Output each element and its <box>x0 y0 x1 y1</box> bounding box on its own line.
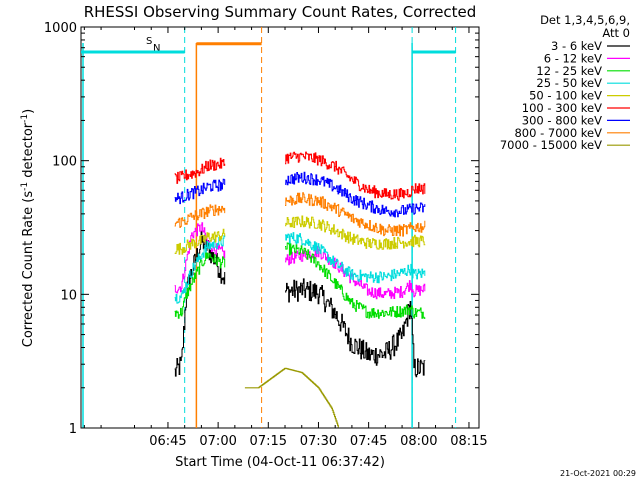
x-tick-label-2: 07:15 <box>250 434 287 449</box>
series-trace-2-seg-0 <box>174 252 226 319</box>
series-trace-6-seg-1 <box>285 171 426 218</box>
series-trace-0-seg-0 <box>174 230 226 377</box>
series-trace-3-seg-0 <box>174 235 226 304</box>
x-tick-label-4: 07:45 <box>350 434 387 449</box>
y-label-sup-1: -1 <box>20 182 30 191</box>
x-tick-label-5: 08:00 <box>400 434 437 449</box>
series-trace-4-seg-0 <box>174 228 226 255</box>
y-tick-label-0: 1 <box>69 422 77 437</box>
series-trace-7-seg-0 <box>174 204 226 228</box>
series-trace-5-seg-0 <box>174 157 226 184</box>
series-trace-1-seg-0 <box>174 222 226 294</box>
y-label-sup-2: -1 <box>20 114 30 123</box>
legend-label-2: 12 - 25 keV <box>536 64 602 78</box>
x-tick-label-1: 07:00 <box>199 434 236 449</box>
legend-label-8: 7000 - 15000 keV <box>500 138 602 152</box>
legend-label-3: 25 - 50 keV <box>536 76 602 90</box>
legend-label-1: 6 - 12 keV <box>544 51 602 65</box>
plot-frame <box>80 26 480 429</box>
x-tick-label-3: 07:30 <box>300 434 337 449</box>
x-tick-label-0: 06:45 <box>149 434 186 449</box>
series-trace-3-seg-1 <box>285 232 426 284</box>
y-label-part-3: ) <box>21 109 36 114</box>
y-label-part-1: Corrected Count Rate (s <box>21 191 36 348</box>
x-tick-label-6: 08:15 <box>450 434 487 449</box>
x-tick-layer: 06:45 07:00 07:15 07:30 07:45 08:00 08:15 <box>83 27 488 449</box>
legend-label-0: 3 - 6 keV <box>551 39 602 53</box>
chart-title: RHESSI Observing Summary Count Rates, Co… <box>84 3 477 21</box>
series-trace-5-seg-1 <box>285 151 426 201</box>
legend-label-4: 50 - 100 keV <box>529 89 602 103</box>
series-trace-7-seg-1 <box>285 192 426 237</box>
y-label-part-2: detector <box>21 122 36 182</box>
x-axis-label: Start Time (04-Oct-11 06:37:42) <box>175 455 385 470</box>
series-trace-2-seg-1 <box>285 242 426 319</box>
legend-header-line-2: Att 0 <box>602 26 630 40</box>
series-trace-0-seg-1 <box>285 278 426 378</box>
legend-label-7: 800 - 7000 keV <box>514 126 602 140</box>
legend-label-5: 100 - 300 keV <box>522 101 602 115</box>
series-trace-8-seg-1 <box>244 367 339 428</box>
y-axis-label: Corrected Count Rate (s-1 detector-1) <box>20 109 36 347</box>
y-tick-label-3: 1000 <box>44 21 77 36</box>
series-layer <box>174 151 426 428</box>
y-tick-layer: 1 10 100 1000 <box>44 21 479 437</box>
series-trace-6-seg-0 <box>174 178 226 205</box>
series-trace-4-seg-1 <box>285 215 426 250</box>
y-tick-label-1: 10 <box>60 288 77 303</box>
timestamp: 21-Oct-2021 00:29 <box>560 469 636 478</box>
legend-header-line-1: Det 1,3,4,5,6,9, <box>540 13 630 27</box>
legend-label-6: 300 - 800 keV <box>522 113 602 127</box>
flag-label-s: S <box>146 36 152 47</box>
y-tick-label-2: 100 <box>52 155 77 170</box>
flag-label-n: N <box>153 43 160 54</box>
